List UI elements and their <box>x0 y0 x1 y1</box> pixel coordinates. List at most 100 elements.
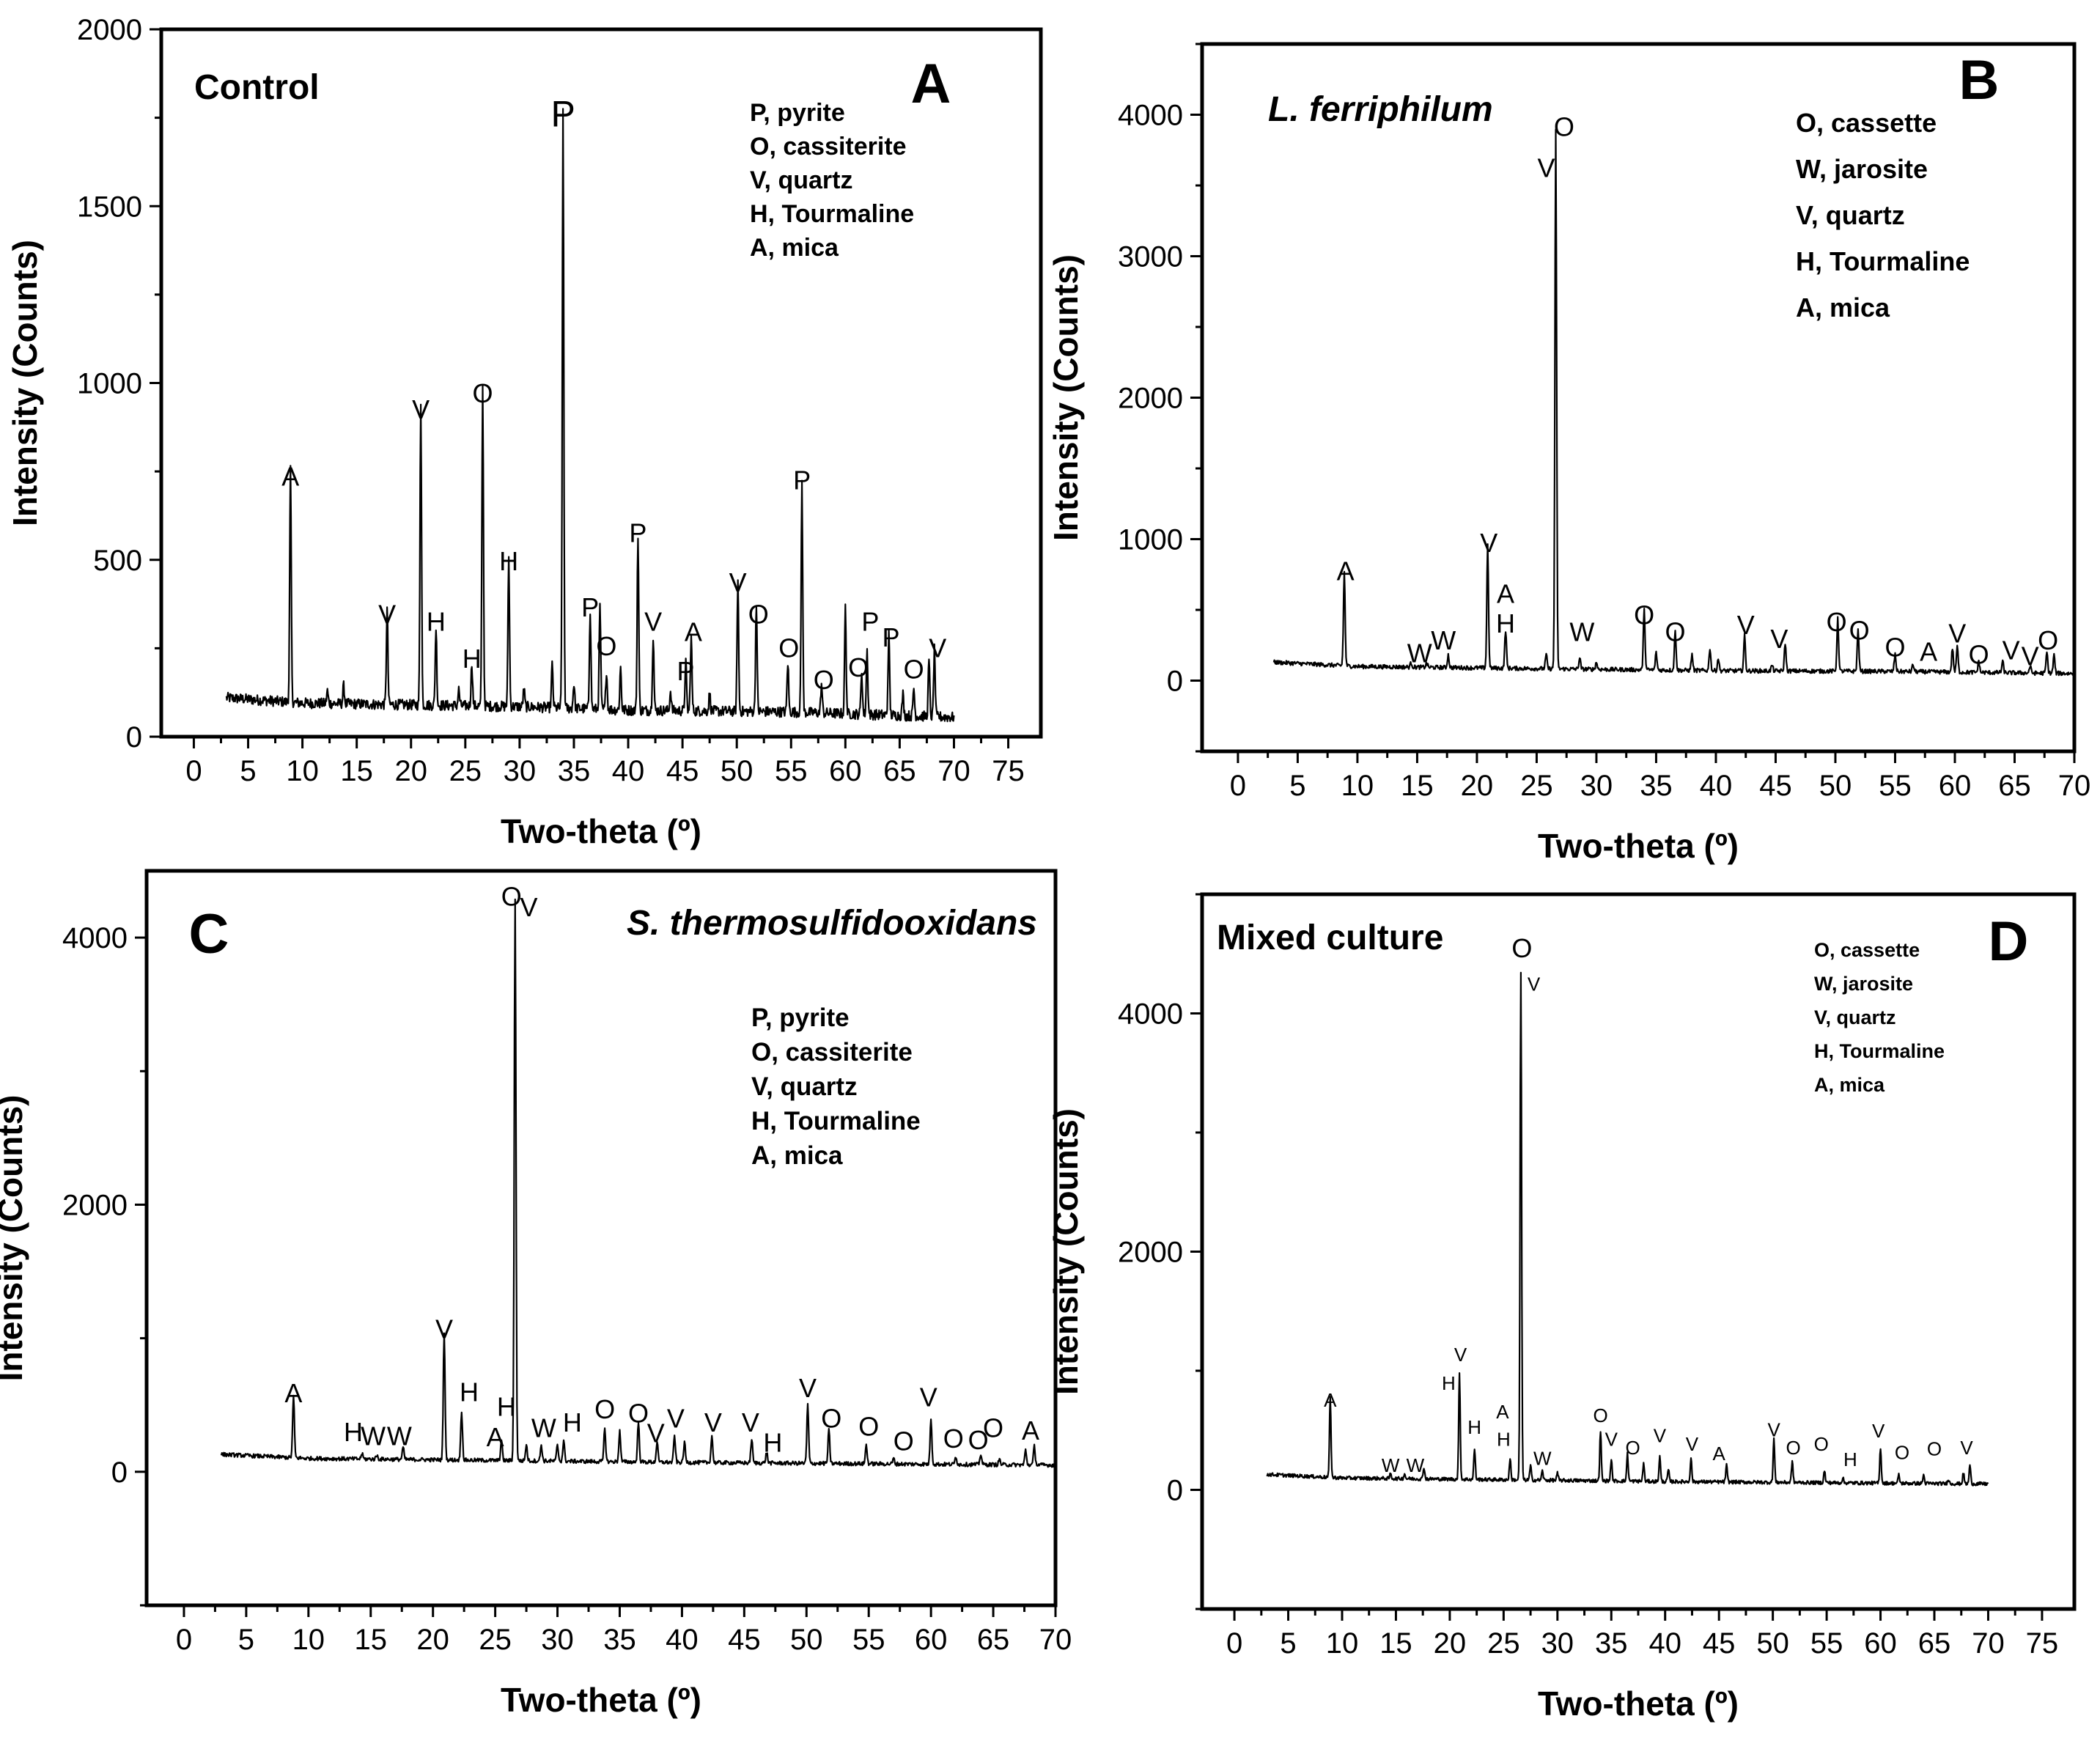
legend-entry: O, cassiterite <box>751 1038 913 1067</box>
peak-label: O <box>596 631 616 661</box>
x-tick-label: 50 <box>790 1624 823 1656</box>
peak-label: A <box>281 461 299 491</box>
y-tick-label: 4000 <box>1118 998 1183 1031</box>
peak-label: O <box>2038 625 2058 655</box>
x-tick-label: 20 <box>1434 1627 1467 1660</box>
y-tick-label: 0 <box>111 1457 128 1489</box>
peak-label: O <box>628 1398 649 1428</box>
legend-entry: W, jarosite <box>1814 973 1913 995</box>
y-tick-label: 0 <box>1167 1475 1183 1507</box>
peak-label: O <box>1849 616 1870 646</box>
peak-label: H <box>427 606 446 636</box>
y-tick-label: 1500 <box>77 191 142 223</box>
legend-entry: A, mica <box>1796 292 1890 323</box>
peak-label: P <box>581 592 599 622</box>
peak-label: H <box>497 1391 516 1421</box>
peak-label: P <box>883 622 900 652</box>
x-tick-label: 20 <box>1461 770 1494 802</box>
peak-label: O <box>1786 1437 1800 1459</box>
x-tick-label: 65 <box>977 1624 1010 1656</box>
peak-label: H <box>1467 1416 1481 1438</box>
peak-label: P <box>629 518 646 548</box>
peak-label: W <box>1407 638 1432 668</box>
peak-label: H <box>763 1427 782 1457</box>
x-tick-label: 15 <box>355 1624 388 1656</box>
x-tick-label: 40 <box>1648 1627 1681 1660</box>
legend-entry: H, Tourmaline <box>751 1107 921 1135</box>
x-tick-label: 30 <box>504 755 537 787</box>
x-tick-label: 10 <box>1326 1627 1359 1660</box>
plot-frame <box>1200 42 2077 754</box>
peak-label: A <box>1497 578 1514 608</box>
peak-label: P <box>550 94 575 135</box>
y-tick-label: 2000 <box>1118 1237 1183 1269</box>
x-tick-label: 60 <box>915 1624 948 1656</box>
x-tick-label: 60 <box>829 755 862 787</box>
y-tick-label: 3000 <box>1118 241 1183 273</box>
peak-label: O <box>1895 1441 1909 1463</box>
peak-label: W <box>361 1421 386 1451</box>
peak-label: H <box>460 1377 479 1407</box>
legend-entry: H, Tourmaline <box>1814 1040 1945 1062</box>
peak-label: V <box>2022 641 2039 671</box>
peak-label: V <box>929 633 946 663</box>
peak-label: V <box>742 1407 759 1437</box>
x-tick-label: 55 <box>852 1624 885 1656</box>
peak-label: V <box>1770 624 1788 654</box>
x-tick-label: 35 <box>558 755 591 787</box>
legend: P, pyrite O, cassiterite V, quartz H, Tourm… <box>751 1004 921 1170</box>
x-tick-label: 0 <box>1226 1627 1242 1660</box>
peak-label: A <box>1496 1401 1509 1423</box>
x-tick-label: 35 <box>1595 1627 1628 1660</box>
legend-entry: O, cassette <box>1796 108 1937 138</box>
x-tick-label: 45 <box>728 1624 761 1656</box>
x-tick-label: 75 <box>992 755 1025 787</box>
peak-label: H <box>499 546 518 576</box>
y-tick-label: 4000 <box>62 922 128 954</box>
peak-label: V <box>704 1407 722 1437</box>
peak-label: W <box>1533 1447 1552 1469</box>
x-tick-label: 25 <box>1520 770 1553 802</box>
x-tick-label: 0 <box>176 1624 192 1656</box>
peak-label: O <box>1927 1437 1942 1459</box>
peak-label: V <box>647 1418 665 1448</box>
peak-label: O <box>814 665 834 695</box>
x-tick-label: 70 <box>1039 1624 1072 1656</box>
diffraction-pattern-line <box>1266 971 1989 1487</box>
peak-label: O <box>821 1404 841 1434</box>
peak-label: V <box>1605 1428 1618 1450</box>
x-axis-title: Two-theta (º) <box>501 812 701 850</box>
peak-label: P <box>861 606 879 636</box>
legend-entry: A, mica <box>750 234 839 262</box>
plot-frame <box>1200 892 2077 1611</box>
peak-label: V <box>1960 1437 1973 1459</box>
x-tick-label: 30 <box>1580 770 1613 802</box>
x-tick-label: 10 <box>1341 770 1374 802</box>
x-tick-label: 65 <box>883 755 916 787</box>
panel-c: 0 5 10 15 20 25 30 35 40 45 50 55 60 65 70 0 2000 4000 Two… <box>0 869 1072 1719</box>
peak-label: V <box>412 394 430 424</box>
peak-label: O <box>501 881 522 911</box>
panel-title: L. ferriphilum <box>1268 90 1493 129</box>
x-tick-label: 70 <box>2058 770 2091 802</box>
x-tick-label: 15 <box>1379 1627 1412 1660</box>
peak-label: V <box>435 1314 453 1344</box>
x-tick-label: 0 <box>185 755 202 787</box>
x-tick-label: 55 <box>1879 770 1912 802</box>
peak-label: H <box>1843 1448 1857 1470</box>
peak-label: P <box>677 656 695 686</box>
x-tick-label: 30 <box>1541 1627 1574 1660</box>
legend: P, pyrite O, cassiterite V, quartz H, Tourm… <box>750 99 914 262</box>
peak-label: H <box>1497 1428 1511 1450</box>
x-tick-label: 45 <box>666 755 699 787</box>
y-axis-title: Intensity (Counts) <box>1047 254 1085 541</box>
x-tick-label: 50 <box>721 755 754 787</box>
peak-label: V <box>520 892 537 922</box>
peak-label: O <box>473 378 493 408</box>
legend-entry: A, mica <box>751 1141 843 1170</box>
panel-title: Control <box>194 68 320 107</box>
x-tick-label: 5 <box>1280 1627 1296 1660</box>
peak-label: O <box>1634 600 1654 630</box>
panel-letter: D <box>1989 910 2029 973</box>
